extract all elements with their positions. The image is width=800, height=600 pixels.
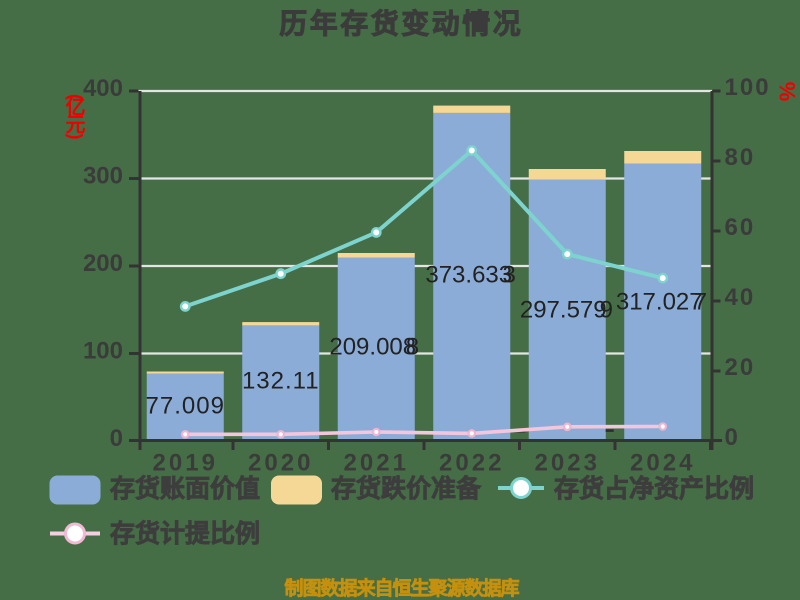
svg-text:存货占净资产比例: 存货占净资产比例 bbox=[554, 474, 754, 503]
svg-text:2019: 2019 bbox=[153, 450, 218, 477]
svg-text:0: 0 bbox=[110, 425, 123, 452]
svg-text:373.633: 373.633 bbox=[425, 262, 512, 289]
svg-text:100: 100 bbox=[725, 74, 771, 101]
svg-text:2024: 2024 bbox=[630, 450, 695, 477]
svg-text:300: 300 bbox=[83, 163, 123, 190]
svg-text:亿: 亿 bbox=[66, 95, 86, 119]
svg-text:2020: 2020 bbox=[248, 450, 313, 477]
svg-text:存货账面价值: 存货账面价值 bbox=[110, 474, 260, 503]
svg-text:80: 80 bbox=[725, 144, 756, 171]
svg-text:存货跌价准备: 存货跌价准备 bbox=[331, 474, 482, 503]
svg-text:9: 9 bbox=[600, 297, 613, 324]
svg-text:400: 400 bbox=[83, 75, 123, 102]
svg-text:8: 8 bbox=[406, 334, 419, 361]
svg-text:2023: 2023 bbox=[535, 450, 600, 477]
svg-text:(: ( bbox=[66, 94, 86, 100]
svg-text:元: 元 bbox=[66, 115, 86, 137]
svg-text:200: 200 bbox=[83, 250, 123, 277]
svg-text:77.009: 77.009 bbox=[146, 393, 225, 420]
svg-text:209.008: 209.008 bbox=[329, 334, 416, 361]
svg-text:132.11: 132.11 bbox=[242, 368, 320, 395]
svg-text:2021: 2021 bbox=[344, 450, 409, 477]
svg-text:3: 3 bbox=[503, 262, 516, 289]
svg-text:存货计提比例: 存货计提比例 bbox=[110, 519, 260, 548]
svg-text:100: 100 bbox=[83, 338, 123, 365]
svg-text:制图数据来自恒生聚源数据库: 制图数据来自恒生聚源数据库 bbox=[284, 577, 519, 600]
svg-text:297.579: 297.579 bbox=[520, 297, 607, 324]
svg-text:0: 0 bbox=[725, 424, 740, 451]
svg-text:60: 60 bbox=[725, 214, 756, 241]
svg-text:2022: 2022 bbox=[439, 450, 504, 477]
svg-text:317.027: 317.027 bbox=[616, 289, 703, 316]
svg-text:40: 40 bbox=[725, 284, 756, 311]
svg-text:历年存货变动情况: 历年存货变动情况 bbox=[280, 8, 524, 39]
svg-text:7: 7 bbox=[694, 289, 707, 316]
svg-text:): ) bbox=[66, 134, 86, 140]
svg-text:%: % bbox=[775, 82, 800, 102]
svg-text:20: 20 bbox=[725, 354, 756, 381]
